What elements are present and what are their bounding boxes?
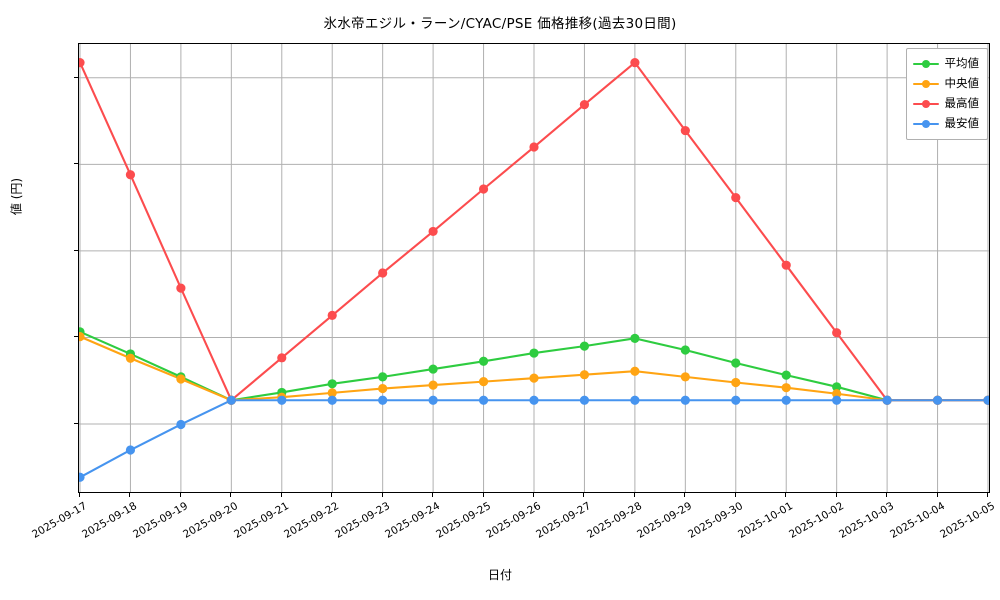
- x-tick-mark: [987, 493, 988, 497]
- x-tick-label: 2025-09-27: [534, 500, 594, 541]
- x-tick-mark: [432, 493, 434, 497]
- x-tick-label: 2025-09-22: [282, 500, 342, 541]
- plot-area: [78, 43, 990, 493]
- x-tick-mark: [583, 493, 585, 497]
- x-tick-mark: [886, 493, 888, 497]
- legend-label-median: 中央値: [944, 76, 980, 91]
- x-tick-label: 2025-09-30: [685, 500, 745, 541]
- x-tick-mark: [79, 493, 80, 497]
- x-tick-label: 2025-09-29: [635, 500, 695, 541]
- x-tick-label: 2025-09-17: [30, 500, 90, 541]
- x-tick-mark: [179, 493, 181, 497]
- y-tick-mark: [74, 336, 78, 338]
- x-tick-mark: [280, 493, 282, 497]
- legend-swatch-max-icon: [912, 98, 939, 110]
- series-canvas: [79, 44, 989, 492]
- x-tick-label: 2025-09-28: [585, 500, 644, 541]
- x-tick-mark: [936, 493, 938, 497]
- x-tick-mark: [734, 493, 736, 497]
- x-tick-label: 2025-09-21: [231, 500, 291, 541]
- x-axis-label: 日付: [487, 568, 512, 582]
- legend-swatch-average-icon: [912, 58, 939, 70]
- legend-item-max[interactable]: 最高値: [912, 94, 980, 114]
- x-tick-mark: [331, 493, 333, 497]
- y-tick-mark: [74, 423, 78, 425]
- legend-swatch-min-icon: [912, 118, 939, 130]
- y-tick-mark: [74, 249, 78, 251]
- chart-legend: 平均値 中央値 最高値 最安値: [905, 48, 988, 140]
- x-tick-mark: [482, 493, 484, 497]
- x-tick-label: 2025-09-25: [433, 500, 493, 541]
- legend-label-max: 最高値: [944, 96, 980, 111]
- legend-label-average: 平均値: [944, 56, 980, 71]
- legend-label-min: 最安値: [944, 116, 980, 131]
- chart-title: 氷水帝エジル・ラーン/CYAC/PSE 価格推移(過去30日間): [323, 16, 677, 32]
- x-tick-label: 2025-10-01: [736, 500, 796, 541]
- x-tick-label: 2025-10-04: [887, 500, 947, 541]
- legend-item-min[interactable]: 最安値: [912, 114, 980, 134]
- x-tick-label: 2025-09-23: [332, 500, 392, 541]
- x-tick-label: 2025-09-19: [131, 500, 190, 541]
- x-tick-label: 2025-09-20: [181, 500, 241, 541]
- x-tick-mark: [835, 493, 837, 497]
- x-tick-label: 2025-09-18: [80, 500, 140, 541]
- x-tick-mark: [129, 493, 131, 497]
- legend-item-average[interactable]: 平均値: [912, 54, 980, 74]
- x-tick-mark: [230, 493, 232, 497]
- x-tick-mark: [533, 493, 534, 497]
- x-tick-label: 2025-09-26: [484, 500, 543, 541]
- x-tick-label: 2025-10-02: [786, 500, 846, 541]
- x-tick-label: 2025-10-03: [837, 500, 897, 541]
- x-tick-mark: [381, 493, 383, 497]
- x-tick-label: 2025-10-05: [938, 500, 997, 541]
- y-tick-mark: [74, 76, 78, 78]
- x-tick-label: 2025-09-24: [383, 500, 443, 541]
- y-tick-mark: [74, 163, 78, 165]
- legend-item-median[interactable]: 中央値: [912, 74, 980, 94]
- legend-swatch-median-icon: [912, 78, 939, 90]
- x-tick-mark: [785, 493, 787, 497]
- x-tick-mark: [633, 493, 635, 497]
- x-tick-mark: [684, 493, 686, 497]
